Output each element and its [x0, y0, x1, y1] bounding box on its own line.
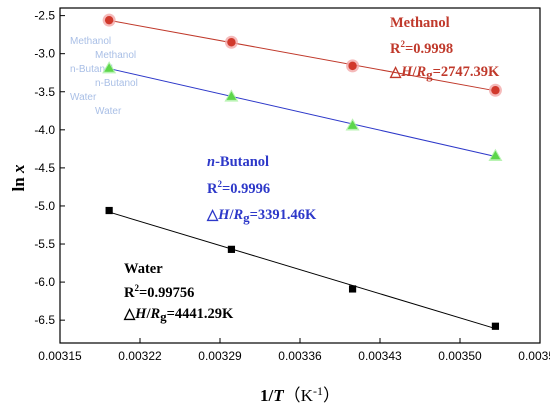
methanol-point	[348, 61, 357, 71]
x-axis-ticks: 0.00315 0.00322 0.00329 0.00336 0.00343 0.003…	[38, 338, 550, 363]
water-r2-exp: 2	[134, 283, 139, 293]
butanol-r2: R2=0.9996	[207, 179, 270, 197]
y-axis-title: ln x	[9, 164, 28, 191]
data-points	[102, 13, 503, 330]
y-tick-label: -3.5	[34, 85, 55, 99]
y-axis-title-main: ln	[9, 173, 28, 191]
y-tick-label: -6.0	[34, 275, 55, 289]
methanol-r2-value: =0.9998	[405, 41, 453, 57]
y-tick-label: -5.0	[34, 199, 55, 213]
butanol-annotation: n-Butanol R2=0.9996 △H/Rg=3391.46K	[206, 154, 317, 225]
x-axis-title-unit-close: ）	[323, 386, 340, 405]
methanol-dh-prefix: △	[389, 64, 402, 80]
x-tick-label: 0.00315	[38, 349, 82, 363]
x-tick-label: 0.00357	[518, 349, 550, 363]
y-axis-title-var: x	[9, 164, 28, 174]
ghost-label: n-Butanol	[95, 78, 138, 89]
x-tick-label: 0.00329	[198, 349, 242, 363]
butanol-r2-exp: 2	[217, 179, 222, 189]
water-r2-value: =0.99756	[139, 285, 194, 301]
methanol-dh-r: R	[415, 64, 426, 80]
x-axis-title-unit-exp: -1	[313, 384, 323, 398]
ghost-label: Methanol	[70, 36, 111, 47]
butanol-dh-sub: g	[243, 210, 250, 225]
ghost-legend-group: Methanol Methanol n-Butanol n-Butanol Water W…	[70, 36, 138, 117]
methanol-point	[104, 15, 114, 25]
methanol-r2: R2=0.9998	[390, 39, 453, 57]
fit-line-circle	[109, 19, 496, 92]
butanol-name-italic: n	[207, 154, 215, 170]
x-tick-label: 0.00343	[358, 349, 402, 363]
x-axis-title-var: T	[273, 386, 284, 405]
x-axis-title-unit: （K	[284, 386, 314, 405]
fit-line-triangle	[109, 68, 496, 157]
y-tick-label: -6.5	[34, 313, 55, 327]
ghost-label: Water	[95, 106, 122, 117]
x-tick-label: 0.00322	[118, 349, 162, 363]
y-tick-label: -4.5	[34, 161, 55, 175]
methanol-dh-h: H	[400, 64, 413, 80]
butanol-point	[104, 63, 114, 72]
water-dh-slash: /	[145, 306, 151, 322]
x-tick-label: 0.00336	[278, 349, 322, 363]
water-point	[348, 285, 357, 293]
water-point	[227, 245, 236, 253]
butanol-dh-r: R	[232, 207, 243, 223]
y-tick-label: -5.5	[34, 237, 55, 251]
methanol-name: Methanol	[390, 15, 450, 31]
butanol-r2-value: =0.9996	[222, 181, 270, 197]
x-axis-title-main: 1/	[260, 386, 274, 405]
butanol-dh: △H/Rg=3391.46K	[206, 207, 317, 225]
water-dh-r: R	[149, 306, 160, 322]
butanol-dh-prefix: △	[206, 207, 219, 223]
water-name: Water	[124, 261, 163, 277]
butanol-dh-slash: /	[228, 207, 234, 223]
methanol-point	[491, 86, 500, 95]
ghost-label: Methanol	[95, 50, 136, 61]
water-dh-sub: g	[160, 309, 167, 324]
methanol-dh: △H/Rg=2747.39K	[389, 64, 500, 82]
butanol-point	[347, 120, 358, 129]
butanol-point	[226, 91, 237, 100]
water-dh-h: H	[134, 306, 147, 322]
butanol-dh-h: H	[217, 207, 230, 223]
methanol-point	[227, 38, 236, 47]
water-r2-label: R	[124, 285, 135, 301]
methanol-dh-sub: g	[426, 67, 433, 82]
y-tick-label: -3.0	[34, 47, 55, 61]
y-tick-label: -2.5	[34, 9, 55, 23]
water-r2: R2=0.99756	[124, 283, 194, 301]
water-point	[491, 322, 500, 330]
fit-lines	[108, 19, 496, 330]
methanol-dh-slash: /	[411, 64, 417, 80]
water-dh-value: =4441.29K	[167, 306, 234, 322]
x-axis-title: 1/T（K-1）	[260, 384, 340, 405]
methanol-r2-label: R	[390, 41, 401, 57]
butanol-r2-label: R	[207, 181, 218, 197]
butanol-point	[490, 150, 501, 160]
water-annotation: Water R2=0.99756 △H/Rg=4441.29K	[123, 261, 234, 324]
butanol-dh-value: =3391.46K	[250, 207, 317, 223]
ghost-label: n-Butanol	[70, 64, 113, 75]
y-tick-label: -4.0	[34, 123, 55, 137]
methanol-r2-exp: 2	[400, 39, 405, 49]
butanol-name: n-Butanol	[207, 154, 269, 170]
methanol-dh-value: =2747.39K	[433, 64, 500, 80]
fit-line-square	[108, 211, 496, 330]
methanol-annotation: Methanol R2=0.9998 △H/Rg=2747.39K	[389, 15, 500, 82]
water-dh-prefix: △	[123, 306, 136, 322]
water-point	[105, 206, 113, 215]
water-dh: △H/Rg=4441.29K	[123, 306, 234, 324]
x-tick-label: 0.00350	[438, 349, 482, 363]
butanol-name-rest: -Butanol	[215, 154, 269, 170]
ghost-label: Water	[70, 92, 97, 103]
y-axis-ticks: -2.5 -3.0 -3.5 -4.0 -4.5 -5.0 -5.5 -6.0 -6.5	[34, 9, 65, 327]
